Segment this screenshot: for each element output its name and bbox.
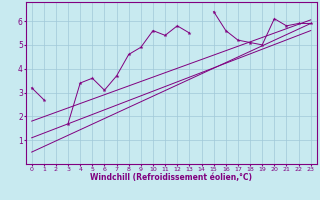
X-axis label: Windchill (Refroidissement éolien,°C): Windchill (Refroidissement éolien,°C) [90, 173, 252, 182]
